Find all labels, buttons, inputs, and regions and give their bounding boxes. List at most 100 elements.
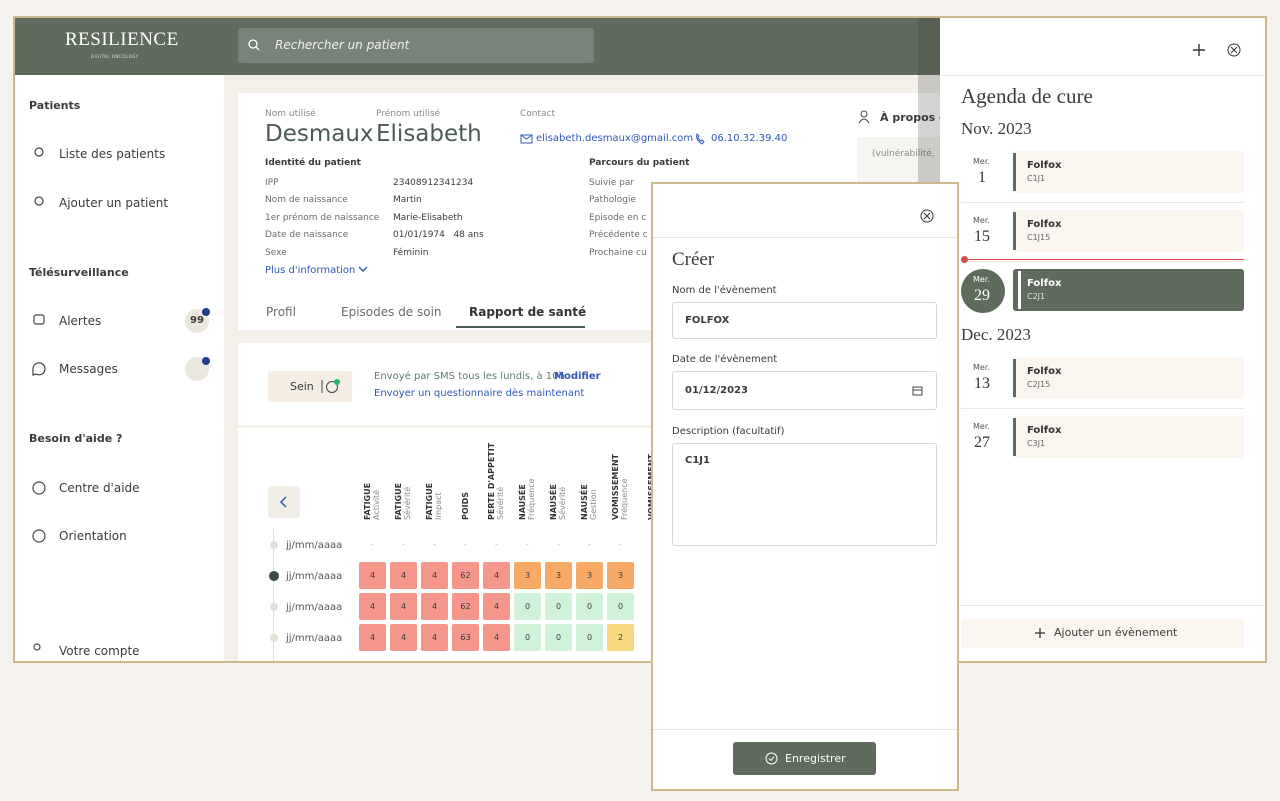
contact-icons	[520, 133, 705, 145]
cell: 4	[421, 624, 448, 651]
nav-item[interactable]: Votre compte	[59, 644, 140, 658]
more-info[interactable]: Plus d'information	[265, 265, 356, 276]
event-day: Mer.	[973, 216, 990, 225]
event-card[interactable]	[1013, 416, 1244, 458]
event-bar	[1013, 359, 1016, 397]
nav-item[interactable]: Ajouter un patient	[59, 196, 169, 210]
divider	[940, 75, 1265, 76]
event-card[interactable]	[1013, 357, 1244, 399]
event-bar	[1018, 271, 1021, 309]
field-label: Date de l'évènement	[672, 354, 778, 365]
phone[interactable]: 06.10.32.39.40	[711, 133, 788, 144]
cell: 4	[390, 624, 417, 651]
about-box	[857, 137, 940, 185]
event-day: Mer.	[973, 275, 990, 284]
event-sub: C3J1	[1027, 439, 1046, 448]
chip-icon	[321, 379, 340, 393]
tab[interactable]: Profil	[266, 305, 296, 319]
create-modal: Créer Nom de l'évènement FOLFOX Date de …	[651, 182, 959, 791]
event-title: Folfox	[1027, 219, 1062, 230]
close-icon[interactable]	[920, 209, 934, 223]
submit-button[interactable]	[733, 742, 876, 775]
email[interactable]: elisabeth.desmaux@gmail.com	[536, 133, 694, 144]
cell: 0	[576, 593, 603, 620]
cell: 0	[545, 624, 572, 651]
row-date: jj/mm/aaaa	[286, 571, 343, 582]
cell: 63	[452, 624, 479, 651]
cell: 2	[607, 624, 634, 651]
cell: -	[619, 540, 622, 549]
event-sub: C1J1	[1027, 174, 1046, 183]
field-label: Précédente c	[589, 230, 648, 241]
nav-item[interactable]: Orientation	[59, 529, 127, 543]
timeline-dot	[270, 603, 278, 611]
send-link[interactable]: Envoyer un questionnaire dès maintenant	[374, 388, 585, 399]
agenda-drawer	[940, 18, 1265, 661]
field-label: Prénom utilisé	[376, 109, 441, 119]
search-box[interactable]	[238, 28, 594, 63]
tab[interactable]: Episodes de soin	[341, 305, 442, 319]
event-title: Folfox	[1027, 366, 1062, 377]
patient-last-name: Desmaux	[265, 121, 374, 147]
event-bar	[1013, 212, 1016, 250]
column-header: FATIGUE	[363, 483, 372, 520]
add-event-button[interactable]	[961, 619, 1244, 648]
add-event-label: Ajouter un évènement	[1054, 626, 1178, 639]
submit-label: Enregistrer	[785, 752, 846, 765]
row-date: jj/mm/aaaa	[286, 633, 343, 644]
agenda-title: Agenda de cure	[961, 84, 1093, 108]
divider	[940, 605, 1265, 606]
event-date: 13	[974, 375, 990, 392]
column-header: Fréquence	[619, 478, 629, 520]
event-card[interactable]	[1013, 269, 1244, 311]
chip[interactable]	[268, 371, 352, 402]
divider	[961, 261, 1244, 262]
row-date: jj/mm/aaaa	[286, 540, 343, 551]
tab-underline	[456, 326, 585, 328]
input-value: 01/12/2023	[685, 385, 748, 396]
row-date: jj/mm/aaaa	[286, 602, 343, 613]
column-header: FATIGUE	[425, 483, 434, 520]
cell: 0	[514, 624, 541, 651]
field-label: IPP	[265, 178, 279, 188]
field-label: Pathologie	[589, 195, 637, 206]
nav-item[interactable]: Alertes	[59, 314, 102, 328]
about-title: À propos d	[880, 111, 947, 124]
nav-item[interactable]: Centre d'aide	[59, 481, 140, 495]
event-sub: C2J15	[1027, 380, 1051, 389]
cell: -	[557, 540, 560, 549]
event-date: 1	[978, 169, 986, 186]
event-date: 15	[974, 228, 990, 245]
field-label: 1er prénom de naissance	[265, 212, 380, 223]
event-card[interactable]	[1013, 210, 1244, 252]
column-header: Sévérité	[557, 487, 567, 520]
back-button[interactable]	[268, 486, 300, 518]
cell: 4	[359, 593, 386, 620]
date-input[interactable]	[672, 371, 937, 410]
field-label: Sexe	[265, 247, 287, 258]
event-card[interactable]	[1013, 151, 1244, 193]
cell: 0	[607, 593, 634, 620]
sidebar-section: Besoin d'aide ?	[29, 432, 123, 445]
back-icon	[279, 496, 287, 508]
cell: 0	[576, 624, 603, 651]
edit-link[interactable]: Modifier	[554, 371, 601, 382]
description-input[interactable]	[672, 443, 937, 546]
column-header: PERTE D'APPETIT	[487, 442, 496, 520]
notification-dot	[202, 357, 210, 365]
now-line	[961, 259, 1244, 260]
field-label: Nom de naissance	[265, 195, 348, 206]
event-title: Folfox	[1027, 278, 1062, 289]
event-day: Mer.	[973, 363, 990, 372]
cell: -	[402, 540, 405, 549]
tab[interactable]: Rapport de santé	[469, 305, 587, 319]
modal-title: Créer	[672, 249, 715, 270]
info-text: Envoyé par SMS tous les lundis, à 10h	[374, 371, 565, 382]
alerts-count: 99	[190, 315, 204, 326]
field-value: Marie-Elisabeth	[393, 212, 463, 223]
name-input[interactable]	[672, 302, 937, 339]
nav-item[interactable]: Liste des patients	[59, 147, 166, 161]
calendar-icon	[912, 386, 923, 396]
nav-item[interactable]: Messages	[59, 362, 118, 376]
input-value: FOLFOX	[685, 315, 730, 326]
